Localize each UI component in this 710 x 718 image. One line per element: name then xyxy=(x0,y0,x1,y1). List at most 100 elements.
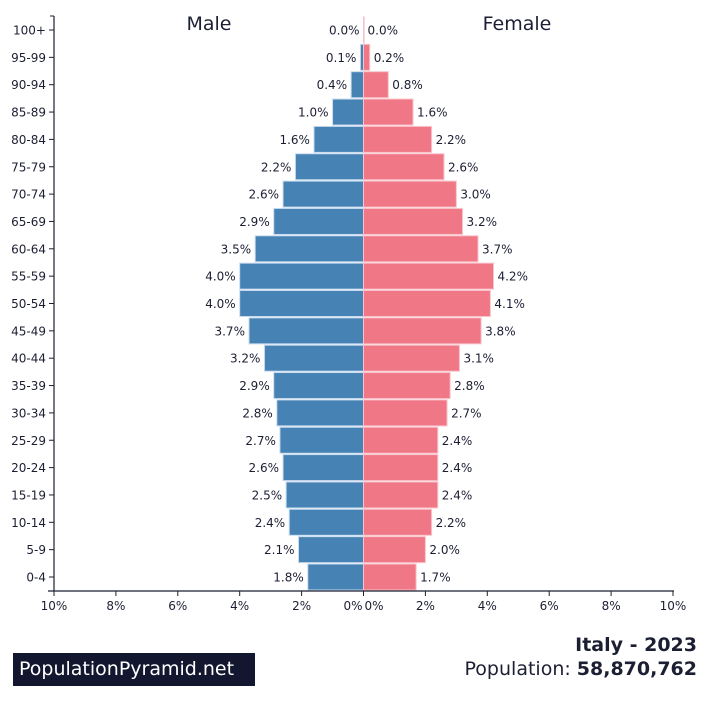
male-value-label: 3.7% xyxy=(214,324,245,338)
male-bar xyxy=(248,317,364,345)
y-tick-label: 70-74 xyxy=(11,188,46,202)
male-value-label: 4.0% xyxy=(205,297,236,311)
female-value-label: 2.0% xyxy=(429,543,460,557)
x-tick-label: 0% xyxy=(365,599,384,613)
x-tick-label: 6% xyxy=(540,599,559,613)
y-tick-label: 100+ xyxy=(13,24,46,38)
x-tick-label: 0% xyxy=(343,599,362,613)
female-value-label: 2.2% xyxy=(436,133,467,147)
x-tick-label: 8% xyxy=(602,599,621,613)
y-tick-label: 80-84 xyxy=(11,133,46,147)
x-tick-label: 2% xyxy=(292,599,311,613)
male-value-label: 0.4% xyxy=(317,78,348,92)
female-bar xyxy=(363,235,479,263)
male-bar xyxy=(276,399,364,427)
male-value-label: 1.8% xyxy=(273,571,304,585)
female-bar xyxy=(363,563,417,591)
population-value: 58,870,762 xyxy=(576,658,697,680)
population-label: Population: xyxy=(464,658,577,680)
female-value-label: 4.2% xyxy=(497,270,528,284)
female-value-label: 2.4% xyxy=(442,488,473,502)
male-bar xyxy=(288,508,364,536)
y-tick-label: 95-99 xyxy=(11,51,46,65)
female-bar xyxy=(363,344,460,372)
female-bar xyxy=(363,207,464,235)
y-tick-label: 0-4 xyxy=(26,571,46,585)
male-bar xyxy=(254,235,364,263)
female-value-label: 2.8% xyxy=(454,379,485,393)
female-value-label: 2.6% xyxy=(448,160,479,174)
population-readout: Population: 58,870,762 xyxy=(465,658,697,680)
male-value-label: 2.9% xyxy=(239,379,270,393)
legend-male: Male xyxy=(186,13,231,35)
female-bar xyxy=(363,153,445,181)
y-tick-label: 75-79 xyxy=(11,160,46,174)
female-value-label: 0.2% xyxy=(374,51,405,65)
male-bar xyxy=(313,125,365,153)
y-tick-label: 30-34 xyxy=(11,406,46,420)
female-value-label: 2.4% xyxy=(442,461,473,475)
male-value-label: 3.2% xyxy=(230,352,261,366)
female-bar xyxy=(363,372,451,400)
y-tick-label: 45-49 xyxy=(11,324,46,338)
male-bar xyxy=(350,71,364,99)
chart-title: Italy - 2023 xyxy=(575,634,697,656)
female-bar xyxy=(363,98,414,126)
male-value-label: 2.8% xyxy=(242,406,273,420)
male-value-label: 1.6% xyxy=(279,133,310,147)
female-value-label: 4.1% xyxy=(494,297,525,311)
male-value-label: 3.5% xyxy=(221,242,252,256)
x-tick-label: 10% xyxy=(41,599,68,613)
female-bar xyxy=(363,508,433,536)
y-tick-label: 10-14 xyxy=(11,516,46,530)
female-value-label: 1.7% xyxy=(420,571,451,585)
legend-female: Female xyxy=(483,13,552,35)
x-tick-label: 10% xyxy=(660,599,687,613)
x-tick-label: 8% xyxy=(106,599,125,613)
male-bar xyxy=(282,454,364,482)
y-tick-label: 20-24 xyxy=(11,461,46,475)
male-bar xyxy=(282,180,364,208)
y-tick-label: 65-69 xyxy=(11,215,46,229)
female-value-label: 2.2% xyxy=(436,516,467,530)
female-bar xyxy=(363,317,482,345)
male-bar xyxy=(285,481,364,509)
y-tick-label: 60-64 xyxy=(11,242,46,256)
male-bar xyxy=(239,262,364,290)
female-value-label: 0.8% xyxy=(392,78,423,92)
y-tick-label: 15-19 xyxy=(11,488,46,502)
male-value-label: 0.0% xyxy=(329,24,360,38)
female-bar xyxy=(363,399,448,427)
male-value-label: 2.4% xyxy=(255,516,286,530)
female-bar xyxy=(363,290,491,317)
brand-logo[interactable]: PopulationPyramid.net xyxy=(13,653,255,686)
female-bar xyxy=(363,180,457,208)
male-value-label: 2.6% xyxy=(249,188,280,202)
x-tick-label: 4% xyxy=(478,599,497,613)
female-value-label: 3.1% xyxy=(463,352,494,366)
female-value-label: 3.8% xyxy=(485,324,516,338)
y-tick-label: 25-29 xyxy=(11,434,46,448)
y-tick-label: 55-59 xyxy=(11,270,46,284)
x-tick-label: 2% xyxy=(416,599,435,613)
male-bar xyxy=(332,98,364,126)
x-tick-label: 6% xyxy=(168,599,187,613)
male-value-label: 1.0% xyxy=(298,106,329,120)
female-value-label: 2.7% xyxy=(451,406,482,420)
y-tick-label: 5-9 xyxy=(26,543,46,557)
male-value-label: 2.9% xyxy=(239,215,270,229)
male-bar xyxy=(294,153,364,181)
female-bar xyxy=(363,125,433,153)
male-bar xyxy=(298,536,365,564)
female-bar xyxy=(363,43,371,71)
y-tick-label: 90-94 xyxy=(11,78,46,92)
female-bar xyxy=(363,426,439,454)
male-bar xyxy=(279,426,364,454)
male-value-label: 2.2% xyxy=(261,160,292,174)
male-value-label: 2.5% xyxy=(252,488,283,502)
male-value-label: 4.0% xyxy=(205,270,236,284)
female-value-label: 0.0% xyxy=(368,24,399,38)
female-bar xyxy=(363,481,439,509)
female-value-label: 3.0% xyxy=(460,188,491,202)
